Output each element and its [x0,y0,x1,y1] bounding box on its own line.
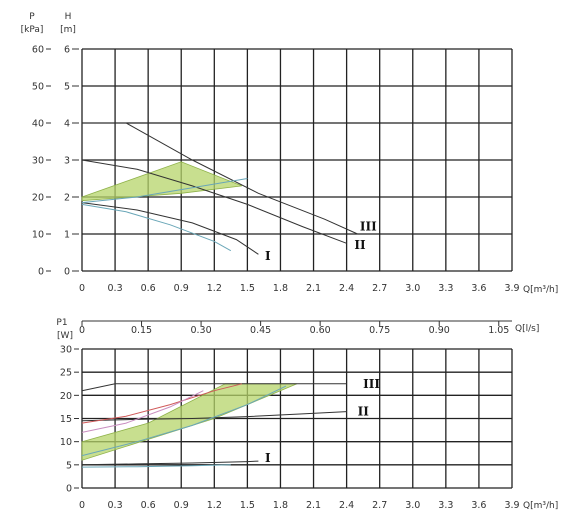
pressure-axis-title: P [29,12,35,22]
x-tick-label: 2.7 [372,283,387,294]
x-tick-label: 2.4 [339,500,354,511]
x-tick-label: 3.0 [405,500,420,511]
x-tick-label: 3.6 [471,500,486,511]
x-tick-label: 3.3 [438,283,453,294]
flow-axis-title-top: Q[m³/h] [523,285,558,295]
x-tick-label: 1.5 [240,283,255,294]
curve-label-ii: II [354,238,366,252]
curve-1-4 [81,390,204,433]
curve-label-iii: III [360,220,377,234]
curve-1-5 [81,385,287,457]
x-tick-label: 0.3 [108,283,123,294]
x-tick-label: 3.0 [405,283,420,294]
pressure-axis-unit: [kPa] [21,25,44,35]
x-tick-label: 3.6 [471,283,486,294]
power-tick-label: 10 [60,437,72,448]
curve-iii [82,122,358,235]
power-tick-label: 20 [60,391,72,402]
ls-tick-label: 0.15 [131,325,152,336]
operating-band-0-0 [81,161,243,202]
head-tick-label: 2 [64,193,70,204]
x-tick-label: 3.3 [438,500,453,511]
power-tick-label: 5 [66,460,72,471]
x-tick-label: 2.7 [372,500,387,511]
x-tick-label: 2.1 [306,500,321,511]
x-tick-label: 0.9 [174,283,189,294]
pressure-tick-label: 0 [38,267,44,278]
pressure-tick-label: 20 [32,193,44,204]
curve-0-3 [81,203,232,252]
head-tick-label: 5 [64,82,70,93]
curve-label-iii: III [363,377,380,391]
flow-axis-title-ls: Q[l/s] [515,324,539,334]
ls-tick-label: 0.90 [429,325,450,336]
curve-ii [81,411,347,422]
power-axis-title: P1 [56,318,67,328]
grid-1 [81,348,513,489]
x-tick-label: 1.5 [240,500,255,511]
head-tick-label: 1 [64,230,70,241]
power-tick-label: 0 [66,484,72,495]
pressure-tick-label: 30 [32,156,44,167]
pressure-tick-label: 50 [32,82,44,93]
x-tick-label: 2.1 [306,283,321,294]
curve-1-3 [81,383,243,424]
pressure-tick-label: 10 [32,230,44,241]
curve-label-i: I [265,451,271,465]
x-tick-label: 1.2 [207,283,222,294]
curve-0-4 [81,178,248,204]
curve-ii [81,159,347,244]
x-tick-label: 0.6 [141,500,156,511]
curve-label-i: I [265,249,271,263]
power-tick-label: 30 [60,345,72,356]
curve-iii [81,383,347,392]
head-axis-title: H [65,12,72,22]
x-tick-label: 2.4 [339,283,354,294]
pressure-tick-label: 40 [32,119,44,130]
x-tick-label: 0 [79,283,85,294]
head-axis-unit: [m] [60,25,76,35]
flow-axis-title-bottom: Q[m³/h] [523,501,558,511]
x-tick-label: 0.9 [174,500,189,511]
head-tick-label: 4 [64,119,70,130]
head-tick-label: 6 [64,45,70,56]
ls-tick-label: 0.60 [310,325,331,336]
curve-i [81,460,259,466]
ls-tick-label: 0.30 [190,325,211,336]
x-tick-label: 0.6 [141,283,156,294]
power-tick-label: 15 [60,414,72,425]
power-tick-label: 25 [60,368,72,379]
power-axis-unit: [W] [57,331,73,341]
x-tick-label: 3.9 [504,500,519,511]
x-tick-label: 1.2 [207,500,222,511]
curve-label-ii: II [358,405,370,419]
x-tick-label: 1.8 [273,500,288,511]
x-tick-label: 3.9 [504,283,519,294]
x-tick-label: 1.8 [273,283,288,294]
head-tick-label: 3 [64,156,70,167]
curve-i [81,202,259,255]
ls-tick-label: 0 [79,325,85,336]
ls-tick-label: 0.75 [369,325,390,336]
head-tick-label: 0 [64,267,70,278]
grid-0 [81,48,513,272]
ls-tick-label: 1.05 [488,325,509,336]
pressure-tick-label: 60 [32,45,44,56]
x-tick-label: 0 [79,500,85,511]
x-tick-label: 0.3 [108,500,123,511]
curve-1-6 [81,464,231,468]
ls-tick-label: 0.45 [250,325,271,336]
